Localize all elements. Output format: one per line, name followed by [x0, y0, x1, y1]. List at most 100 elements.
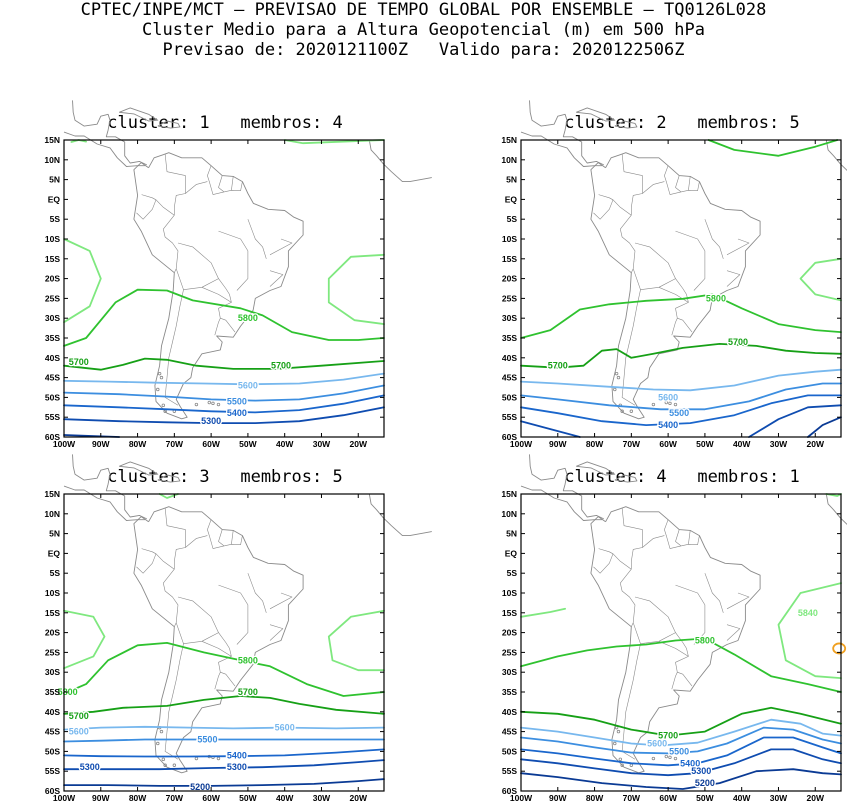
- country-border: [269, 238, 293, 256]
- lon-label: 100W: [510, 439, 533, 449]
- map-frame: [63, 139, 385, 438]
- island: [651, 756, 656, 761]
- country-border: [218, 175, 225, 193]
- contour-line: [63, 778, 385, 787]
- island: [664, 400, 668, 405]
- lat-label: 5S: [507, 214, 518, 224]
- contour-line: [63, 609, 106, 670]
- contour-label: 5400: [227, 408, 247, 418]
- country-border: [598, 153, 643, 216]
- lon-label: 100W: [53, 439, 76, 449]
- island: [616, 729, 621, 734]
- contour-line: [520, 748, 842, 777]
- lon-label: 30W: [313, 793, 331, 803]
- cuba-coastline: [576, 107, 616, 122]
- island: [668, 755, 672, 760]
- contour-line: [520, 420, 581, 438]
- lat-label: 20S: [502, 274, 517, 284]
- lon-label: 90W: [549, 793, 567, 803]
- lat-label: 55S: [502, 412, 517, 422]
- panel-4-title: cluster: 4 membros: 1: [564, 467, 800, 487]
- contour-line: [63, 357, 385, 371]
- lat-label: 10S: [502, 588, 517, 598]
- lat-label: 5N: [49, 175, 60, 185]
- lat-label: 10N: [44, 509, 60, 519]
- island: [620, 409, 624, 413]
- lon-label: 100W: [53, 793, 76, 803]
- contour-label: 5700: [69, 357, 89, 367]
- contour-line: [63, 288, 385, 347]
- contour-line: [520, 382, 842, 411]
- contour-label: 5840: [798, 608, 818, 618]
- lon-label: 80W: [586, 793, 604, 803]
- island: [194, 402, 199, 407]
- south-america-coastline: [590, 152, 761, 420]
- country-border: [164, 289, 184, 406]
- lat-label: 10S: [45, 588, 60, 598]
- contour-line: [63, 394, 385, 414]
- country-border: [642, 535, 665, 548]
- cuba-coastline: [119, 107, 159, 122]
- country-border: [136, 553, 157, 574]
- contour-label: 5700: [271, 361, 291, 371]
- lon-label: 20W: [350, 793, 368, 803]
- country-border: [231, 530, 234, 545]
- island: [673, 756, 678, 761]
- country-border: [214, 318, 221, 336]
- lat-label: 55S: [45, 412, 60, 422]
- contour-label: 5700: [728, 337, 748, 347]
- lon-label: 80W: [129, 793, 147, 803]
- lat-label: 60S: [502, 786, 517, 796]
- lat-label: 10S: [45, 234, 60, 244]
- lat-label: 35S: [45, 333, 60, 343]
- country-border: [664, 519, 700, 549]
- lat-label: 5S: [507, 568, 518, 578]
- lon-label: 50W: [696, 439, 714, 449]
- contour-label: 5600: [658, 392, 678, 402]
- country-border: [164, 643, 184, 760]
- country-border: [658, 641, 693, 687]
- lat-label: 30S: [45, 313, 60, 323]
- lat-label: 50S: [45, 392, 60, 402]
- contour-label: 5400: [227, 750, 247, 760]
- lat-label: 40S: [45, 707, 60, 717]
- contour-line: [777, 582, 842, 679]
- island: [156, 387, 160, 392]
- central-america-coastline: [520, 485, 602, 521]
- contour-line: [520, 736, 842, 767]
- lat-label: 25S: [45, 647, 60, 657]
- lat-label: 35S: [502, 687, 517, 697]
- lat-label: 30S: [45, 667, 60, 677]
- lon-label: 20W: [807, 793, 825, 803]
- lon-label: 50W: [696, 793, 714, 803]
- lat-label: 5N: [506, 175, 517, 185]
- lat-label: 50S: [45, 746, 60, 756]
- country-border: [247, 573, 267, 613]
- contour-label: 5600: [238, 381, 258, 391]
- contour-label: 5200: [695, 778, 715, 788]
- map-content: 5800 5700 5700 5600 5500 5400 5300 15N 10N 5N EQ 5S…: [44, 100, 432, 449]
- country-border: [218, 230, 249, 291]
- lon-label: 60W: [202, 439, 220, 449]
- contour-label: 5700: [238, 687, 258, 697]
- island: [159, 375, 164, 380]
- island: [216, 402, 221, 407]
- island: [664, 754, 668, 759]
- island: [629, 409, 634, 413]
- africa-coastline: [825, 493, 847, 525]
- country-border: [218, 529, 225, 547]
- island: [614, 371, 619, 376]
- country-border: [704, 219, 724, 259]
- header-line-3: Previsao de: 2020121100Z Valido para: 20…: [162, 40, 685, 60]
- lat-label: 50S: [502, 746, 517, 756]
- lon-label: 60W: [659, 793, 677, 803]
- country-border: [671, 672, 678, 690]
- country-border: [141, 153, 186, 216]
- lat-label: 45S: [502, 727, 517, 737]
- lon-label: 90W: [92, 439, 110, 449]
- country-border: [185, 535, 208, 548]
- lon-label: 60W: [202, 793, 220, 803]
